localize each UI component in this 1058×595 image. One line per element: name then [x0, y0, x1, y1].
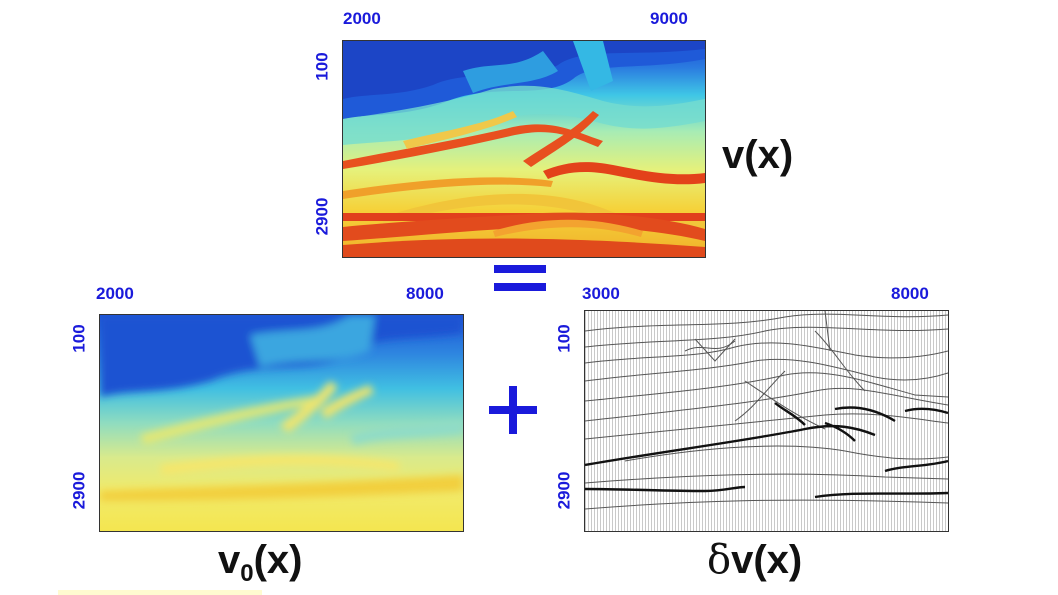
- highlight-strip: [58, 590, 262, 595]
- velocity-model-image: [342, 40, 706, 258]
- left-panel-label: v0(x): [218, 540, 303, 586]
- top-x-tick-right: 9000: [650, 9, 688, 28]
- top-x-tick-left: 2000: [343, 9, 381, 28]
- right-y-tick-top: 100: [554, 324, 574, 353]
- right-panel-label: δv(x): [707, 540, 802, 580]
- left-x-tick-right: 8000: [406, 284, 444, 303]
- left-label-rest: (x): [253, 538, 303, 582]
- left-label-subscript: 0: [240, 560, 254, 587]
- plus-sign-icon: [489, 386, 537, 434]
- smooth-model-svg: [100, 315, 463, 531]
- left-x-tick-left: 2000: [96, 284, 134, 303]
- left-y-tick-bottom: 2900: [69, 471, 89, 510]
- perturbation-svg: [585, 311, 948, 531]
- right-x-tick-left: 3000: [582, 284, 620, 303]
- right-x-tick-right: 8000: [891, 284, 929, 303]
- right-label-delta: δ: [707, 537, 732, 583]
- left-y-tick-top: 100: [69, 324, 89, 353]
- top-y-tick-bottom: 2900: [312, 197, 332, 236]
- right-y-tick-bottom: 2900: [554, 471, 574, 510]
- velocity-model-svg: [343, 41, 705, 257]
- velocity-perturbation-image: [584, 310, 949, 532]
- smooth-background-model-image: [99, 314, 464, 532]
- right-label-rest: v(x): [731, 538, 803, 582]
- top-y-tick-top: 100: [312, 52, 332, 81]
- left-label-main: v: [218, 538, 241, 582]
- equals-sign-icon: [494, 265, 546, 295]
- top-panel-label: v(x): [722, 133, 794, 177]
